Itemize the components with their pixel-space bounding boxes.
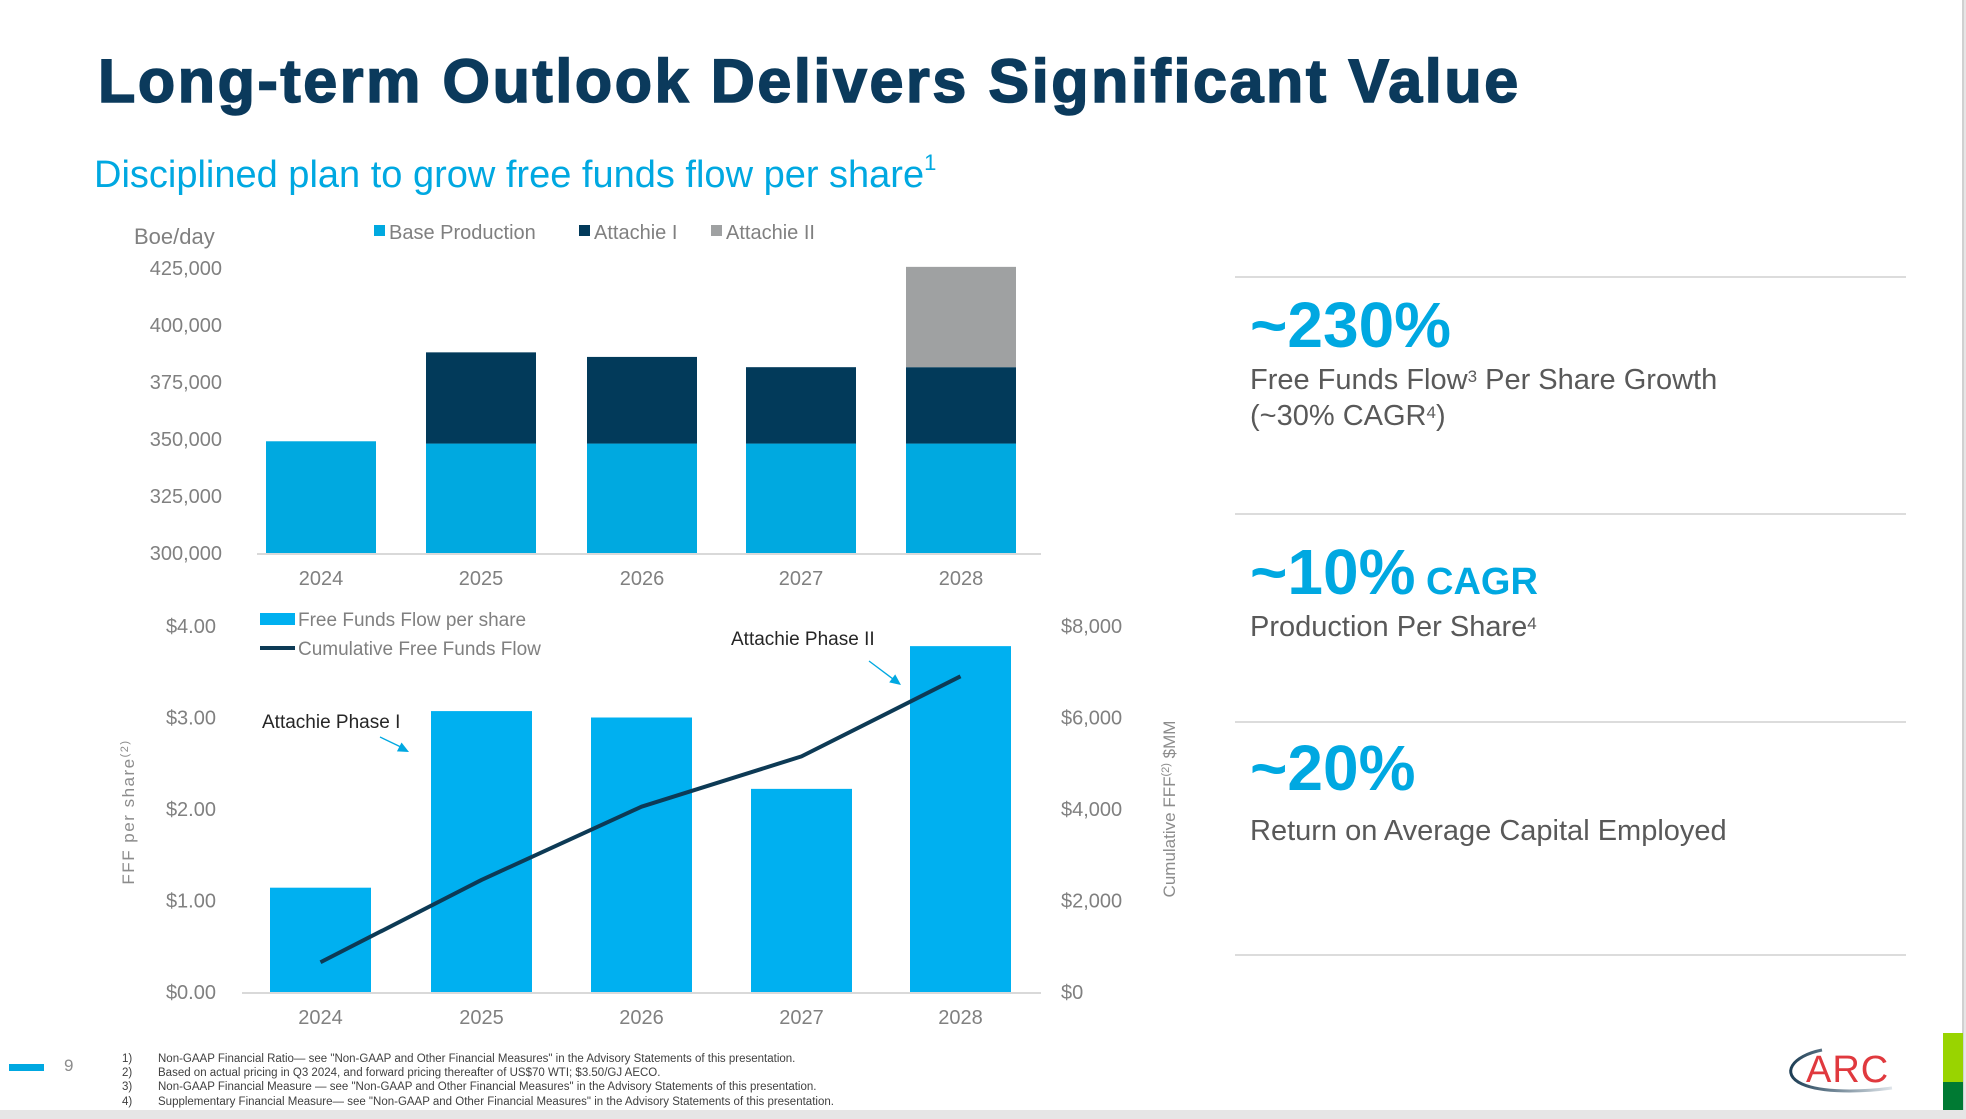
legend-label: Free Funds Flow per share [298, 610, 526, 631]
footnote-ref: 4 [1527, 614, 1537, 633]
bar-attachie-i [906, 367, 1016, 444]
svg-text:ARC: ARC [1806, 1049, 1889, 1091]
highlight-production-value: ~10% CAGR [1250, 535, 1538, 609]
legend-label: Attachie I [594, 222, 677, 244]
y-tick-label: 300,000 [150, 543, 222, 565]
page-number: 9 [64, 1056, 74, 1075]
bar-fff-per-share [591, 717, 692, 992]
x-tick-label: 2027 [779, 568, 824, 590]
bar-fff-per-share [751, 788, 852, 992]
label-text: Per Share Growth [1477, 364, 1718, 396]
bar-fff-per-share [910, 646, 1011, 992]
y-left-tick-label: $4.00 [166, 616, 216, 638]
footnote-text: Supplementary Financial Measure— see "No… [158, 1096, 834, 1108]
x-tick-label: 2025 [459, 568, 504, 590]
legend-swatch [374, 225, 385, 236]
annotation-arrowhead [889, 674, 901, 685]
legend-swatch [579, 225, 590, 236]
highlight-ffps-growth-value: ~230% [1250, 289, 1452, 361]
footnote-number: 1) [122, 1053, 133, 1065]
y-tick-label: 325,000 [150, 486, 222, 508]
label-text: Free Funds Flow [1250, 364, 1468, 396]
y-right-tick-label: $4,000 [1061, 799, 1122, 821]
brand-bar-lime [1943, 1033, 1963, 1082]
bar-base-production [266, 441, 376, 553]
y-tick-label: 375,000 [150, 372, 222, 394]
y-right-axis-title: Cumulative FFF(2) $MM [1160, 721, 1179, 898]
legend-swatch [711, 225, 722, 236]
highlight-production-label: Production Per Share4 [1250, 609, 1537, 645]
bar-fff-per-share [270, 887, 371, 992]
bar-fff-per-share [431, 711, 532, 992]
y-right-tick-label: $0 [1061, 982, 1083, 1004]
value-text: ~10% [1250, 536, 1416, 608]
bar-base-production [746, 443, 856, 553]
y-tick-label: 400,000 [150, 315, 222, 337]
y-right-tick-label: $6,000 [1061, 708, 1122, 730]
footnote-text: Based on actual pricing in Q3 2024, and … [158, 1067, 661, 1079]
bar-base-production [587, 443, 697, 553]
bar-attachie-i [426, 352, 536, 444]
divider [1235, 721, 1906, 723]
y-left-tick-label: $2.00 [166, 799, 216, 821]
x-tick-label: 2028 [939, 568, 984, 590]
y-right-tick-label: $8,000 [1061, 616, 1122, 638]
footnote-number: 2) [122, 1067, 133, 1079]
footnote-ref: 3 [1467, 367, 1478, 386]
label-text: ) [1435, 400, 1446, 432]
y-axis-title: Boe/day [134, 224, 215, 249]
x-tick-label: 2028 [938, 1007, 983, 1029]
legend-label: Attachie II [726, 222, 815, 244]
subtitle-footnote-ref: 1 [924, 150, 937, 175]
annotation-label: Attachie Phase II [731, 629, 875, 650]
subtitle-text: Disciplined plan to grow free funds flow… [94, 154, 925, 196]
slide-title: Long-term Outlook Delivers Significant V… [97, 46, 1521, 116]
bar-base-production [906, 443, 1016, 553]
annotation-label: Attachie Phase I [262, 712, 400, 733]
footnote-number: 3) [122, 1081, 133, 1093]
footnote-number: 4) [122, 1096, 133, 1108]
bar-base-production [426, 443, 536, 553]
footer-accent-bar [9, 1064, 44, 1071]
value-suffix: CAGR [1415, 561, 1538, 603]
label-text: Production Per Share [1250, 611, 1528, 643]
divider [1235, 954, 1906, 956]
y-left-axis-title: FFF per share(2) [119, 739, 138, 884]
legend-label: Base Production [389, 222, 536, 244]
y-right-tick-label: $2,000 [1061, 891, 1122, 913]
y-tick-label: 425,000 [150, 258, 222, 280]
x-tick-label: 2026 [620, 568, 665, 590]
divider [1235, 513, 1906, 515]
highlight-roace-label: Return on Average Capital Employed [1250, 815, 1727, 847]
footnote-ref: 4 [1426, 403, 1436, 422]
bar-attachie-i [746, 367, 856, 444]
brand-bar-green [1943, 1082, 1963, 1110]
y-left-tick-label: $1.00 [166, 891, 216, 913]
highlight-ffps-growth-label: Free Funds Flow3 Per Share Growth (~30% C… [1250, 362, 1717, 434]
x-tick-label: 2026 [619, 1007, 664, 1029]
x-tick-label: 2025 [459, 1007, 504, 1029]
legend-swatch-bars [260, 613, 295, 625]
y-left-tick-label: $3.00 [166, 708, 216, 730]
production-chart: Boe/day 300,000 325,000 350,000 375,000 400,0… [134, 222, 1041, 590]
y-left-tick-label: $0.00 [166, 982, 216, 1004]
footnote-text: Non-GAAP Financial Ratio— see "Non-GAAP … [158, 1053, 796, 1065]
x-tick-label: 2024 [298, 1007, 343, 1029]
bar-attachie-ii [906, 266, 1016, 368]
slide-subtitle: Disciplined plan to grow free funds flow… [94, 150, 936, 197]
highlight-roace-value: ~20% [1250, 732, 1416, 804]
free-funds-flow-chart: $0.00 $1.00 $2.00 $3.00 $4.00 $0 $2,000 $4,000 $… [119, 610, 1179, 1029]
bar-attachie-i [587, 356, 697, 444]
x-tick-label: 2027 [779, 1007, 824, 1029]
y-tick-label: 350,000 [150, 429, 222, 451]
divider [1235, 276, 1906, 278]
footnote-text: Non-GAAP Financial Measure — see "Non-GA… [158, 1081, 817, 1093]
x-tick-label: 2024 [299, 568, 344, 590]
arc-logo: ARC [1789, 1048, 1893, 1093]
legend-label: Cumulative Free Funds Flow [298, 639, 541, 660]
label-text: (~30% CAGR [1250, 400, 1427, 432]
annotation-arrowhead [396, 742, 409, 752]
